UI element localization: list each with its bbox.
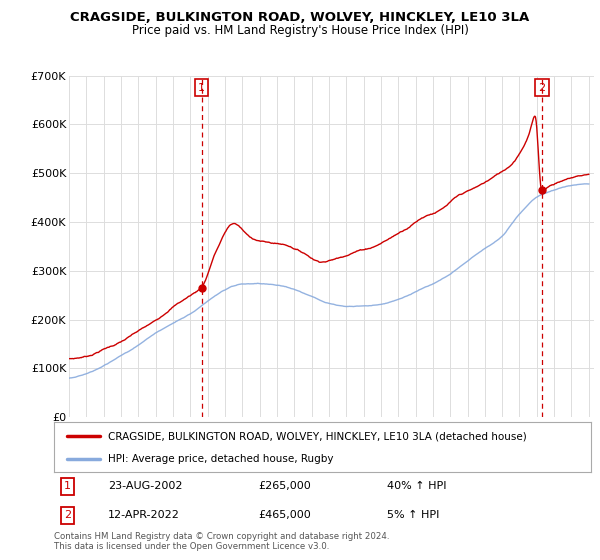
- Text: 5% ↑ HPI: 5% ↑ HPI: [387, 511, 439, 520]
- Text: £465,000: £465,000: [258, 511, 311, 520]
- Text: 23-AUG-2002: 23-AUG-2002: [108, 482, 182, 491]
- Text: 1: 1: [64, 482, 71, 491]
- Text: 2: 2: [64, 511, 71, 520]
- Text: 1: 1: [198, 83, 205, 93]
- Text: CRAGSIDE, BULKINGTON ROAD, WOLVEY, HINCKLEY, LE10 3LA (detached house): CRAGSIDE, BULKINGTON ROAD, WOLVEY, HINCK…: [108, 431, 526, 441]
- Text: 40% ↑ HPI: 40% ↑ HPI: [387, 482, 446, 491]
- Text: Price paid vs. HM Land Registry's House Price Index (HPI): Price paid vs. HM Land Registry's House …: [131, 24, 469, 36]
- Text: 2: 2: [538, 83, 545, 93]
- Text: 12-APR-2022: 12-APR-2022: [108, 511, 179, 520]
- Text: HPI: Average price, detached house, Rugby: HPI: Average price, detached house, Rugb…: [108, 454, 333, 464]
- Text: £265,000: £265,000: [258, 482, 311, 491]
- Text: CRAGSIDE, BULKINGTON ROAD, WOLVEY, HINCKLEY, LE10 3LA: CRAGSIDE, BULKINGTON ROAD, WOLVEY, HINCK…: [70, 11, 530, 24]
- Text: Contains HM Land Registry data © Crown copyright and database right 2024.
This d: Contains HM Land Registry data © Crown c…: [54, 532, 389, 552]
